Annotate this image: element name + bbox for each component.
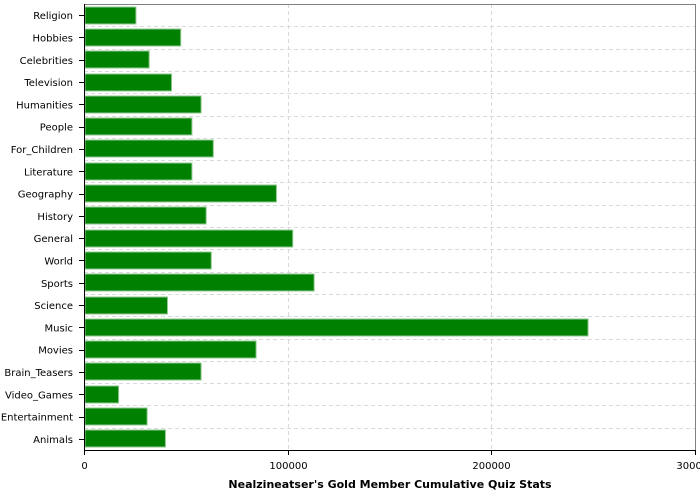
x-tick-label: 200000 bbox=[472, 461, 510, 472]
bar-humanities bbox=[84, 95, 202, 114]
axes bbox=[79, 4, 696, 455]
category-label: Television bbox=[23, 78, 73, 89]
grid-lines bbox=[84, 4, 696, 450]
bar-world bbox=[84, 251, 212, 270]
category-label: People bbox=[40, 123, 73, 134]
bar-television bbox=[84, 73, 173, 92]
bar-general bbox=[84, 229, 294, 248]
bar-history bbox=[84, 206, 207, 225]
bar-music bbox=[84, 318, 589, 337]
category-label: Entertainment bbox=[1, 413, 73, 424]
bar-hobbies bbox=[84, 28, 182, 47]
x-axis-title: Nealzineatser's Gold Member Cumulative Q… bbox=[228, 478, 552, 491]
x-tick-label: 0 bbox=[81, 461, 87, 472]
category-label: Sports bbox=[41, 279, 73, 290]
x-tick-labels: 0 100000 200000 300000 bbox=[81, 461, 700, 472]
bar-for-children bbox=[84, 139, 214, 158]
category-label: Celebrities bbox=[20, 56, 73, 67]
bar-animals bbox=[84, 429, 166, 448]
category-label: Science bbox=[34, 301, 73, 312]
category-label: Movies bbox=[38, 346, 73, 357]
bar-literature bbox=[84, 162, 193, 181]
bar-sports bbox=[84, 273, 315, 292]
bar-religion bbox=[84, 6, 137, 25]
bar-brain-teasers bbox=[84, 362, 202, 381]
category-label: Geography bbox=[18, 190, 73, 201]
bar-entertainment bbox=[84, 407, 148, 426]
category-label: General bbox=[34, 234, 73, 245]
category-label: Humanities bbox=[16, 100, 73, 111]
category-label: Animals bbox=[33, 435, 73, 446]
x-tick-label: 300000 bbox=[676, 461, 700, 472]
bar-geography bbox=[84, 184, 277, 203]
bar-movies bbox=[84, 340, 257, 359]
category-label: Brain_Teasers bbox=[4, 368, 73, 379]
bar-people bbox=[84, 117, 193, 136]
category-label: For_Children bbox=[11, 145, 73, 156]
category-label: Video_Games bbox=[5, 390, 73, 401]
category-label: Music bbox=[45, 323, 73, 334]
category-label: Hobbies bbox=[33, 33, 73, 44]
bar-video-games bbox=[84, 385, 120, 404]
category-label: History bbox=[37, 212, 73, 223]
category-labels: Religion Hobbies Celebrities Television Huma… bbox=[1, 11, 73, 446]
bar-science bbox=[84, 296, 168, 315]
category-label: World bbox=[44, 256, 73, 267]
category-label: Literature bbox=[24, 167, 73, 178]
x-tick-label: 100000 bbox=[269, 461, 307, 472]
category-label: Religion bbox=[33, 11, 73, 22]
bars bbox=[84, 6, 589, 448]
bar-celebrities bbox=[84, 50, 150, 69]
